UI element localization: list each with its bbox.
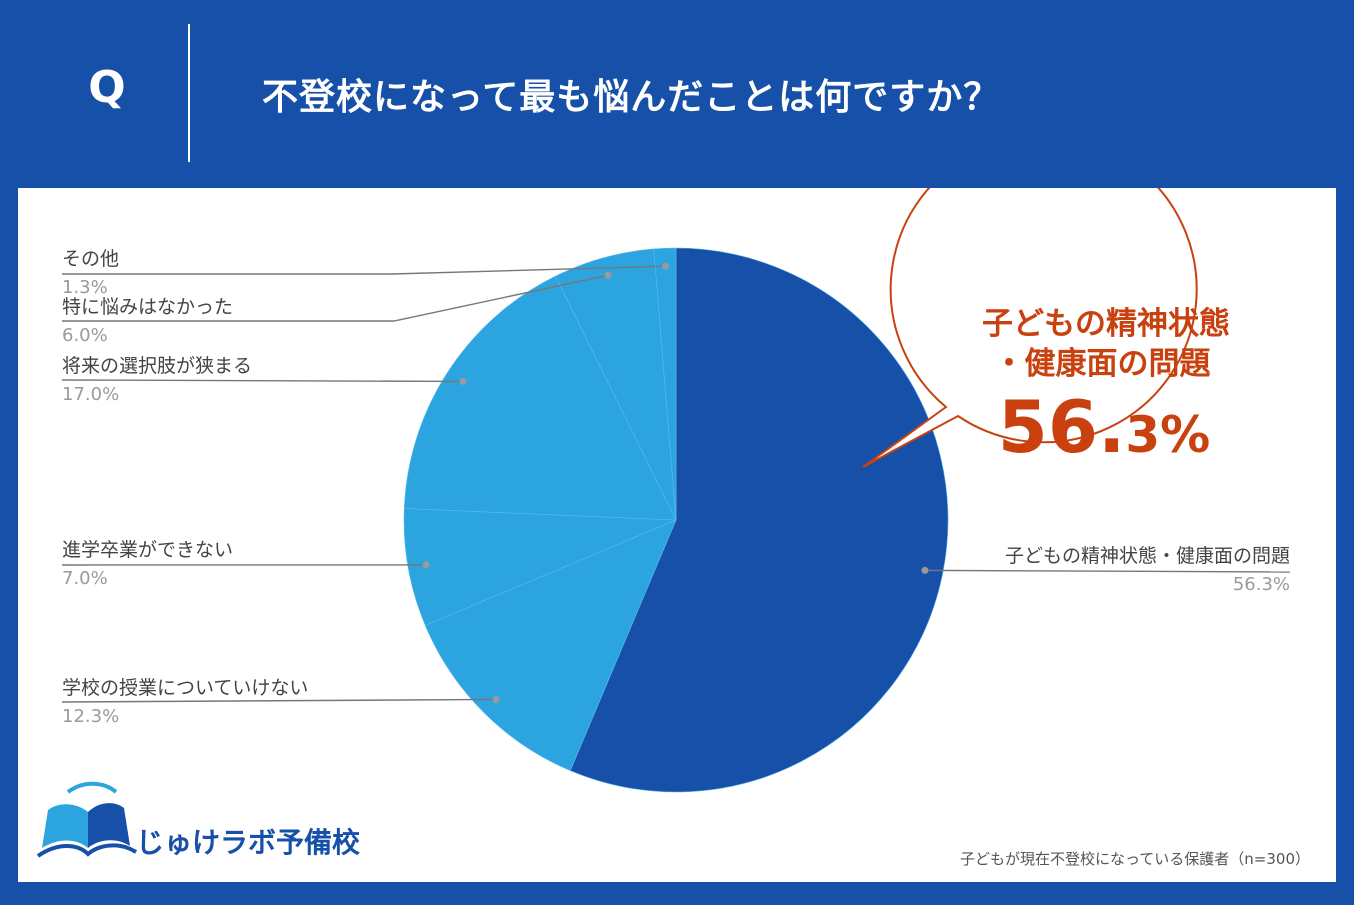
pie-slice-1 (569, 247, 949, 793)
leader-line-1 (924, 569, 1291, 573)
pie-slice-3 (403, 508, 677, 626)
question-label: Q (88, 62, 126, 113)
pie-labels: 子どもの精神状態・健康面の問題56.3%学校の授業についていけない12.3%進学… (61, 248, 1291, 727)
leader-line-2 (61, 698, 497, 703)
callout-bubble: 子どもの精神状態 ・健康面の問題 56.3% (862, 188, 1230, 469)
callout-line2: ・健康面の問題 (994, 346, 1211, 382)
leader-line-4 (61, 379, 464, 383)
leader-dot-5 (604, 271, 612, 279)
header-divider (188, 24, 190, 162)
slice-label-6: その他 (62, 248, 119, 270)
callout-value-unit: % (1160, 406, 1210, 464)
leader-line-6 (62, 265, 666, 275)
slice-label-2: 学校の授業についていけない (62, 677, 308, 699)
logo-text: じゅけラボ予備校 (136, 826, 361, 859)
leader-line-5 (62, 274, 609, 322)
callout-value-decimal: 3 (1125, 406, 1160, 464)
chart-panel: 子どもの精神状態・健康面の問題 56.3% 学校の授業についていけない 12.3% 進学… (18, 188, 1336, 882)
header-banner: Q 不登校になって最も悩んだことは何ですか？ (0, 0, 1354, 188)
slice-label-4: 将来の選択肢が狭まる (62, 355, 252, 377)
source-note: 子どもが現在不登校になっている保護者（n=300） (960, 850, 1310, 868)
slice-value-2: 12.3% (62, 706, 119, 727)
callout-value-main: 56. (998, 385, 1126, 469)
pie-slice-4 (403, 275, 677, 521)
question-title: 不登校になって最も悩んだことは何ですか？ (262, 77, 1001, 118)
pie-slice-2 (424, 519, 677, 771)
pie-slice-6 (653, 247, 677, 521)
slice-value-3: 7.0% (62, 568, 108, 589)
leader-dot-2 (492, 695, 500, 703)
callout-shape (862, 188, 1198, 468)
leader-dot-6 (662, 262, 670, 270)
leader-dot-4 (459, 377, 467, 385)
slice-label-5: 特に悩みはなかった (62, 296, 233, 318)
slice-value-1: 56.3% (1233, 574, 1290, 595)
slice-value-6: 1.3% (62, 277, 108, 298)
slice-label-3: 進学卒業ができない (62, 539, 233, 561)
slice-label-1: 子どもの精神状態・健康面の問題 (1005, 545, 1290, 567)
slice-value-4: 17.0% (62, 384, 119, 405)
book-icon (36, 781, 138, 858)
brand-logo: じゅけラボ予備校 (36, 781, 361, 859)
callout-value: 56.3% (998, 385, 1210, 469)
leader-dot-1 (921, 566, 929, 574)
pie-slices (403, 247, 949, 793)
leader-dot-3 (422, 561, 430, 569)
callout-line1: 子どもの精神状態 (982, 306, 1230, 342)
pie-chart: 子どもの精神状態・健康面の問題56.3%学校の授業についていけない12.3%進学… (36, 188, 1310, 868)
slice-value-5: 6.0% (62, 325, 108, 346)
